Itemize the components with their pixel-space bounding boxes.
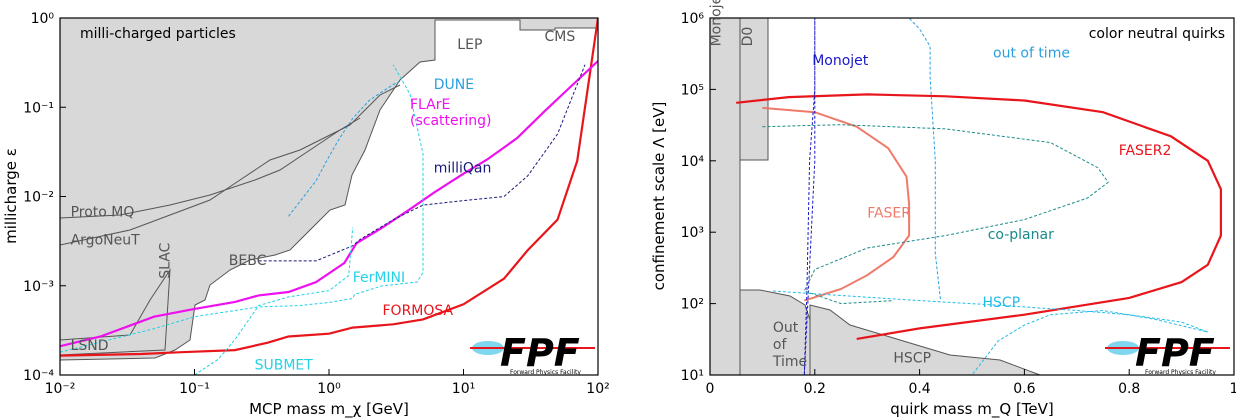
series-label-left-5: SUBMET <box>255 358 314 374</box>
x-tick-label: 10⁻² <box>45 381 76 397</box>
y-tick-label: 10³ <box>681 225 704 241</box>
series-label-right-2: Monojet <box>812 53 869 69</box>
y-tick-label: 10⁻⁴ <box>23 368 54 384</box>
x-tick-label: 0 <box>706 381 715 397</box>
right-fpf-logo: FPF Forward Physics Facility <box>1105 331 1230 376</box>
region-label-right-3: HSCP <box>893 350 931 366</box>
series-right-4 <box>762 124 1109 305</box>
left-excluded-region <box>60 18 598 361</box>
region-label-left-1: SLAC <box>157 242 173 278</box>
series-left-3 <box>288 79 403 217</box>
y-tick-label: 10⁰ <box>31 11 55 27</box>
y-tick-label: 10⁴ <box>681 154 705 170</box>
series-label-right-3: out of time <box>993 46 1070 62</box>
x-tick-label: 10¹ <box>452 381 475 397</box>
x-tick-label: 0.2 <box>804 381 826 397</box>
series-label-right-0: FASER2 <box>1119 143 1172 159</box>
series-label-left-0: FORMOSA <box>383 303 454 319</box>
region-label-left-4: Proto MQ <box>71 204 135 220</box>
series-right-2 <box>803 18 816 375</box>
left-fpf-logo: FPF Forward Physics Facility <box>470 331 595 376</box>
right-frame <box>709 17 1235 376</box>
y-tick-label: 10⁻² <box>23 190 54 206</box>
series-label-left-2: milliQan <box>434 161 492 177</box>
left-ylabel: millicharge ε <box>2 148 20 244</box>
region-label-left-2: BEBC <box>229 253 267 269</box>
left-argoneut-line <box>60 84 401 246</box>
series-label-right-5: HSCP <box>983 295 1021 311</box>
region-label-left-3: ArgoNeuT <box>71 233 140 249</box>
y-tick-label: 10¹ <box>681 368 704 384</box>
series-left-0 <box>60 18 598 357</box>
right-plot-area <box>710 18 1234 375</box>
series-label-left-4: FerMINI <box>353 270 405 286</box>
panel-right: 0 0.2 0.4 0.6 0.8 1 10¹ 10² 10³ 10⁴ 10⁵ 10⁶ color n… <box>650 0 1236 419</box>
x-tick-label: 10⁻¹ <box>179 381 210 397</box>
right-title: color neutral quirks <box>1089 26 1225 42</box>
series-left-1 <box>60 60 598 348</box>
x-tick-label: 0.4 <box>908 381 930 397</box>
region-label-left-0: LSND <box>71 338 109 354</box>
x-tick-label: 0.6 <box>1013 381 1035 397</box>
logo-subtext: Forward Physics Facility <box>510 369 581 376</box>
series-right-0 <box>736 93 1222 340</box>
y-tick-label: 10⁵ <box>681 82 704 98</box>
x-tick-label: 1 <box>1230 381 1236 397</box>
panel-left: 10⁻² 10⁻¹ 10⁰ 10¹ 10² 10⁻⁴ 10⁻³ 10⁻² 10⁻¹ 10⁰ mil… <box>2 11 610 419</box>
series-right-3 <box>814 18 942 301</box>
x-tick-label: 10⁰ <box>317 381 341 397</box>
series-label-left-3: DUNE <box>434 77 474 93</box>
series-left-4 <box>60 64 424 353</box>
right-monojet-region <box>710 18 741 375</box>
y-tick-label: 10⁻³ <box>23 279 54 295</box>
series-label-left-1: FLArE (scattering) <box>410 97 492 129</box>
x-tick-label: 10² <box>586 381 609 397</box>
region-label-right-0: Monojet <box>709 0 725 46</box>
region-label-left-6: CMS <box>545 29 576 45</box>
series-label-right-4: co-planar <box>988 227 1054 243</box>
series-label-right-1: FASER <box>867 206 911 222</box>
right-ylabel: confinement scale Λ [eV] <box>650 102 668 291</box>
right-hscp-region <box>809 304 1041 375</box>
y-tick-label: 10² <box>681 297 704 313</box>
y-tick-label: 10⁶ <box>681 11 705 27</box>
left-protomq-line <box>60 117 361 219</box>
right-d0-region <box>739 18 769 161</box>
logo-text: FPF <box>500 331 580 375</box>
region-label-right-1: D0 <box>740 27 756 47</box>
left-xlabel: MCP mass m_χ [GeV] <box>249 400 409 419</box>
series-right-5 <box>772 290 1208 375</box>
x-tick-label: 0.8 <box>1118 381 1140 397</box>
y-tick-label: 10⁻¹ <box>23 100 54 116</box>
series-right-1 <box>762 106 911 302</box>
left-plot-area <box>60 18 598 375</box>
series-left-5 <box>194 227 354 375</box>
logo-text: FPF <box>1135 331 1215 375</box>
logo-subtext: Forward Physics Facility <box>1145 369 1216 376</box>
region-label-right-2: Out of Time <box>772 320 807 370</box>
region-label-left-5: LEP <box>457 37 482 53</box>
right-xlabel: quirk mass m_Q [TeV] <box>890 400 1054 419</box>
left-title: milli-charged particles <box>80 26 236 42</box>
